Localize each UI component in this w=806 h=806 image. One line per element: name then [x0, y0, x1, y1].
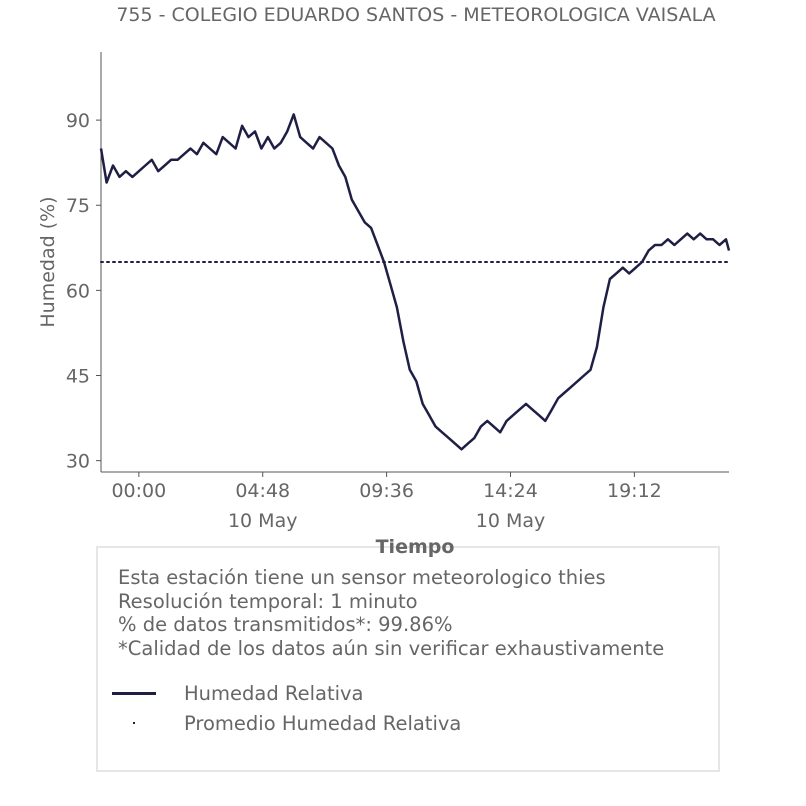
legend-label: Promedio Humedad Relativa — [184, 711, 462, 735]
legend-item-humedad: Humedad Relativa — [112, 681, 364, 705]
x-tick-label: 14:24 — [483, 480, 538, 502]
legend-line-marker — [112, 681, 156, 705]
legend-dot-marker — [112, 711, 156, 735]
series-humedad-relativa — [99, 113, 731, 451]
station-info: Esta estación tiene un sensor meteorolog… — [118, 566, 664, 660]
y-tick-label: 60 — [66, 280, 90, 302]
chart-title: 755 - COLEGIO EDUARDO SANTOS - METEOROLO… — [116, 4, 715, 26]
y-axis-ticks: 30 45 60 75 90 — [66, 110, 101, 473]
y-tick-label: 45 — [66, 366, 90, 388]
x-tick-label: 19:12 — [607, 480, 662, 502]
legend-item-promedio: Promedio Humedad Relativa — [112, 711, 461, 735]
x-tick-label: 00:00 — [111, 480, 166, 502]
x-tick-label: 09:36 — [359, 480, 414, 502]
info-quality-note: *Calidad de los datos aún sin verificar … — [118, 636, 665, 660]
x-tick-label: 04:48 — [235, 480, 290, 502]
info-sensor-line: Esta estación tiene un sensor meteorolog… — [118, 566, 606, 589]
x-axis-ticks: 00:00 04:48 10 May 09:36 14:24 10 May 19:12 — [111, 472, 662, 532]
x-tick-date-label: 10 May — [228, 510, 298, 532]
info-legend-box: Esta estación tiene un sensor meteorolog… — [96, 546, 720, 772]
series-layer — [99, 113, 731, 451]
y-tick-label: 30 — [66, 451, 90, 473]
x-tick-date-label: 10 May — [476, 510, 546, 532]
legend-label: Humedad Relativa — [184, 681, 364, 705]
y-tick-label: 90 — [66, 110, 90, 132]
info-transmitted-line: % de datos transmitidos*: 99.86% — [118, 613, 453, 636]
info-resolution-line: Resolución temporal: 1 minuto — [118, 589, 418, 613]
y-tick-label: 75 — [66, 195, 90, 217]
y-axis-title: Humedad (%) — [37, 196, 59, 327]
